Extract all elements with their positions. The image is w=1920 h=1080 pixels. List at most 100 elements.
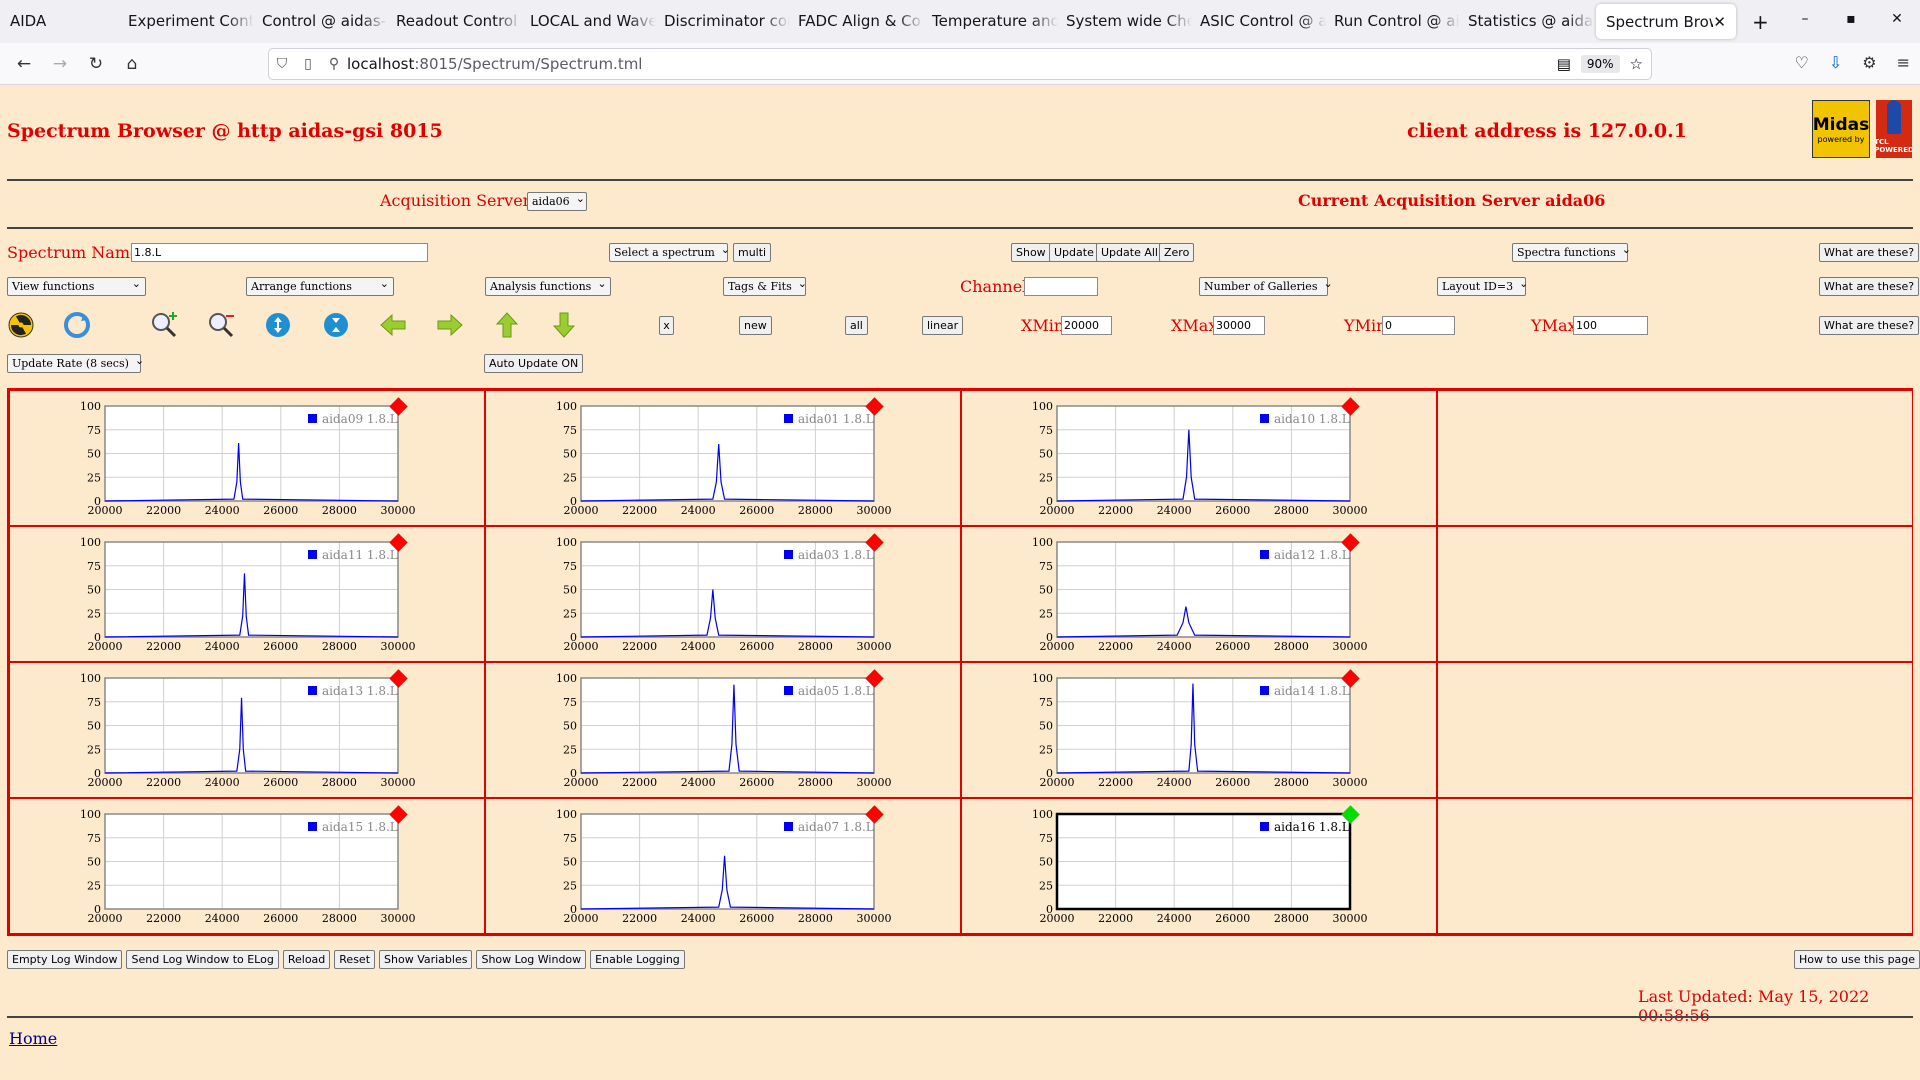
show-button[interactable]: Show (1011, 243, 1051, 262)
radiation-icon[interactable] (7, 311, 35, 339)
all-button[interactable]: all (845, 316, 868, 335)
tab[interactable]: Discriminator con (664, 12, 790, 30)
tab[interactable]: Readout Control (396, 12, 518, 30)
multi-button[interactable]: multi (733, 243, 772, 262)
spectrum-name-input[interactable] (131, 243, 428, 262)
select-spectrum-dropdown[interactable]: Select a spectrum (609, 243, 728, 262)
last-updated: Last Updated: May 15, 2022 00:58:56 (1638, 987, 1870, 1025)
tab[interactable]: Run Control @ ai (1334, 12, 1460, 30)
reset-button[interactable]: Reset (334, 950, 376, 969)
spectra-functions-dropdown[interactable]: Spectra functions (1512, 243, 1628, 262)
what-are-these-button[interactable]: What are these? (1819, 277, 1920, 296)
url-bar[interactable]: ⛉ ▯ ⚲ localhost :8015/Spectrum/Spectrum.… (268, 48, 1652, 80)
spectrum-cell[interactable]: 20000 22000 24000 26000 28000 30000 0 25 50 75 100… (485, 798, 961, 934)
shield-icon[interactable]: ⛉ (276, 56, 288, 72)
back-icon[interactable]: ← (16, 53, 32, 74)
arrow-down-icon[interactable] (550, 311, 578, 339)
auto-update-button[interactable]: Auto Update ON (484, 354, 584, 373)
x-tick-label: 24000 (205, 912, 240, 925)
x-tick-label: 20000 (1040, 776, 1075, 789)
y-tick-label: 100 (1032, 808, 1053, 821)
forward-icon[interactable]: → (52, 53, 68, 74)
close-window-icon[interactable]: ✕ (1891, 11, 1903, 27)
minimize-icon[interactable]: – (1801, 11, 1809, 27)
ymin-input[interactable] (1382, 316, 1455, 335)
channel-input[interactable] (1024, 277, 1098, 296)
maximize-icon[interactable]: ▪ (1846, 11, 1856, 27)
spectrum-cell[interactable]: 20000 22000 24000 26000 28000 30000 0 25 50 75 100… (485, 526, 961, 662)
home-icon[interactable]: ⌂ (126, 53, 138, 74)
tab[interactable]: Statistics @ aida (1468, 12, 1594, 30)
spectrum-cell[interactable]: 20000 22000 24000 26000 28000 30000 0 25 50 75 100… (485, 662, 961, 798)
spectrum-cell[interactable]: 20000 22000 24000 26000 28000 30000 0 25 50 75 100… (9, 526, 485, 662)
what-are-these-button[interactable]: What are these? (1819, 243, 1920, 262)
reload-button[interactable]: Reload (282, 950, 331, 969)
send-log-to-elog-button[interactable]: Send Log Window to ELog (126, 950, 279, 969)
tab[interactable]: LOCAL and Wave (530, 12, 656, 30)
expand-y-icon[interactable] (264, 311, 292, 339)
linear-button[interactable]: linear (922, 316, 964, 335)
ymax-input[interactable] (1573, 316, 1648, 335)
what-are-these-button[interactable]: What are these? (1819, 316, 1920, 335)
compress-y-icon[interactable] (322, 311, 350, 339)
refresh-icon[interactable] (63, 311, 91, 339)
show-log-window-button[interactable]: Show Log Window (476, 950, 587, 969)
tab-active[interactable]: Spectrum Brow ✕ (1596, 4, 1736, 39)
number-of-galleries-dropdown[interactable]: Number of Galleries (1199, 277, 1328, 296)
spectrum-cell[interactable]: 20000 22000 24000 26000 28000 30000 0 25 50 75 100… (9, 798, 485, 934)
tab[interactable]: Experiment Contr (128, 12, 254, 30)
tab[interactable]: FADC Align & Co (798, 12, 921, 30)
update-all-button[interactable]: Update All (1096, 243, 1163, 262)
zero-button[interactable]: Zero (1159, 243, 1195, 262)
xmax-input[interactable] (1213, 316, 1265, 335)
update-button[interactable]: Update (1049, 243, 1099, 262)
zoom-level[interactable]: 90% (1580, 55, 1620, 73)
layout-dropdown[interactable]: Layout ID=3 (1437, 277, 1526, 296)
tags-fits-dropdown[interactable]: Tags & Fits (723, 277, 806, 296)
show-variables-button[interactable]: Show Variables (379, 950, 473, 969)
pocket-icon[interactable]: ♡ (1794, 53, 1809, 72)
new-tab-icon[interactable]: + (1752, 10, 1769, 34)
spectrum-cell[interactable]: 20000 22000 24000 26000 28000 30000 0 25 50 75 100… (9, 390, 485, 526)
empty-log-window-button[interactable]: Empty Log Window (7, 950, 123, 969)
tab[interactable]: System wide Che (1066, 12, 1192, 30)
x-tick-label: 22000 (146, 504, 181, 517)
menu-icon[interactable]: ≡ (1896, 53, 1910, 72)
status-indicator (389, 533, 408, 552)
update-rate-dropdown[interactable]: Update Rate (8 secs) (7, 354, 141, 373)
arrange-functions-dropdown[interactable]: Arrange functions (246, 277, 394, 296)
spectrum-cell[interactable]: 20000 22000 24000 26000 28000 30000 0 25 50 75 100… (961, 390, 1437, 526)
server-select[interactable]: aida06 (527, 192, 587, 211)
spectrum-cell[interactable]: 20000 22000 24000 26000 28000 30000 0 25 50 75 100… (485, 390, 961, 526)
arrow-left-icon[interactable] (379, 311, 407, 339)
tab[interactable]: Temperature and (932, 12, 1058, 30)
extension-icon[interactable]: ⚙ (1862, 53, 1877, 72)
view-functions-dropdown[interactable]: View functions (7, 277, 146, 296)
spectrum-cell[interactable]: 20000 22000 24000 26000 28000 30000 0 25 50 75 100… (961, 662, 1437, 798)
zoom-in-icon[interactable] (150, 311, 178, 339)
download-icon[interactable]: ⇩ (1828, 53, 1843, 72)
toolbar-right: ♡ ⇩ ⚙ ≡ (1795, 53, 1911, 72)
analysis-functions-dropdown[interactable]: Analysis functions (485, 277, 611, 296)
arrow-up-icon[interactable] (493, 311, 521, 339)
home-link[interactable]: Home (9, 1029, 58, 1048)
how-to-use-button[interactable]: How to use this page (1794, 950, 1920, 969)
spectrum-cell[interactable]: 20000 22000 24000 26000 28000 30000 0 25 50 75 100… (961, 798, 1437, 934)
arrow-right-icon[interactable] (436, 311, 464, 339)
connection-icon[interactable]: ⚲ (328, 56, 340, 72)
tab[interactable]: Control @ aidas- (262, 12, 387, 30)
zoom-out-icon[interactable] (207, 311, 235, 339)
spectrum-cell[interactable]: 20000 22000 24000 26000 28000 30000 0 25 50 75 100… (961, 526, 1437, 662)
new-button[interactable]: new (739, 316, 772, 335)
enable-logging-button[interactable]: Enable Logging (590, 950, 685, 969)
tab[interactable]: ASIC Control @ a (1200, 12, 1326, 30)
bookmark-star-icon[interactable]: ☆ (1629, 55, 1643, 73)
reader-view-icon[interactable]: ▤ (1556, 55, 1571, 73)
xmin-input[interactable] (1061, 316, 1112, 335)
close-tab-icon[interactable]: ✕ (1713, 12, 1726, 31)
spectrum-trace (580, 443, 875, 502)
y-tick-label: 0 (1046, 495, 1053, 508)
x-button[interactable]: x (659, 316, 674, 335)
reload-icon[interactable]: ↻ (88, 53, 104, 74)
spectrum-cell[interactable]: 20000 22000 24000 26000 28000 30000 0 25 50 75 100… (9, 662, 485, 798)
